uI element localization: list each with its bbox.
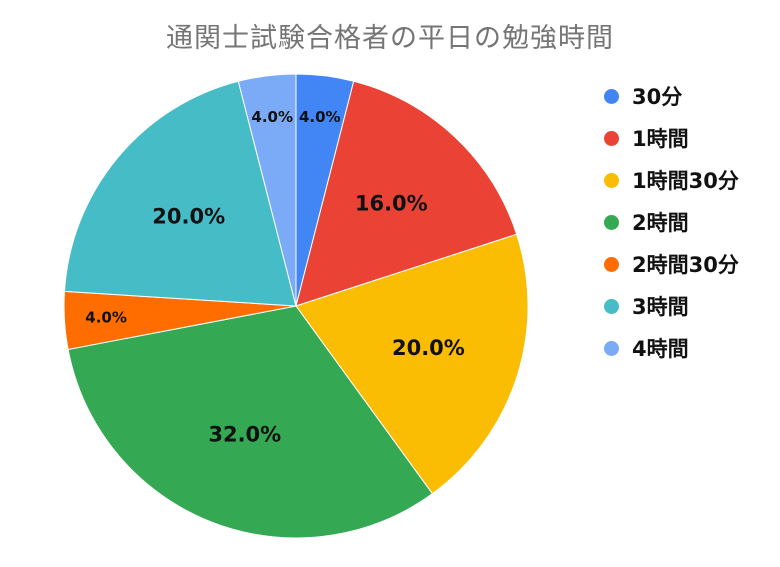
pie-slice-3 [295, 233, 529, 495]
pie-slice-7 [237, 73, 297, 307]
legend-label: 2時間 [632, 211, 689, 235]
legend-label: 2時間30分 [632, 253, 739, 277]
legend-item-3: 1時間30分 [604, 159, 739, 201]
legend-swatch [604, 256, 619, 272]
pie-slices [63, 73, 529, 539]
pie-slice-label-1: 4.0% [299, 108, 341, 126]
legend-swatch [604, 340, 619, 356]
pie-slice-4 [67, 305, 434, 539]
legend-swatch [604, 88, 619, 104]
pie-slice-2 [295, 80, 518, 307]
pie-slice-label-6: 20.0% [152, 204, 225, 228]
legend-label: 1時間30分 [632, 169, 739, 193]
pie-slice-label-3: 20.0% [392, 336, 465, 360]
pie-slice-label-5: 4.0% [85, 308, 127, 326]
legend-swatch [604, 172, 619, 188]
chart-title: 通関士試験合格者の平日の勉強時間 [166, 23, 614, 54]
legend-label: 4時間 [632, 337, 689, 361]
legend-item-5: 2時間30分 [604, 243, 739, 285]
pie-slice-label-4: 32.0% [208, 422, 281, 446]
pie-slice-label-7: 4.0% [251, 108, 293, 126]
pie-slice-label-2: 16.0% [355, 192, 428, 216]
legend-item-6: 3時間 [604, 285, 739, 327]
legend-item-7: 4時間 [604, 327, 739, 369]
legend-item-1: 30分 [604, 75, 739, 117]
pie-slice-labels: 4.0% 16.0% 20.0% 32.0% 4.0% 20.0% 4.0% [85, 108, 465, 447]
legend-swatch [604, 130, 619, 146]
legend-label: 3時間 [632, 295, 689, 319]
legend-item-4: 2時間 [604, 201, 739, 243]
chart-legend: 30分 1時間 1時間30分 2時間 2時間30分 3時間 4時間 [604, 75, 739, 369]
legend-item-2: 1時間 [604, 117, 739, 159]
legend-label: 30分 [632, 85, 683, 109]
pie-slice-6 [63, 80, 297, 307]
legend-label: 1時間 [632, 127, 689, 151]
legend-swatch [604, 214, 619, 230]
legend-swatch [604, 298, 619, 314]
